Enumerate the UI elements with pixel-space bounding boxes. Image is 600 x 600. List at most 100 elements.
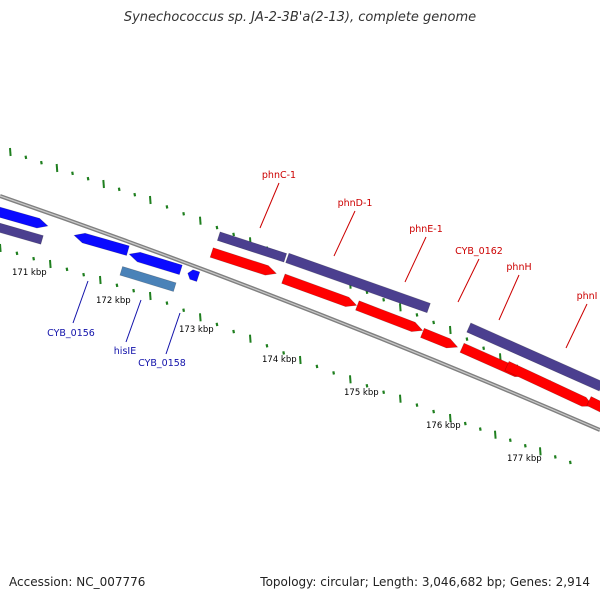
tick-mark [165,205,169,209]
tick-mark [182,211,186,216]
tick-mark [24,155,28,160]
tick-mark [165,301,169,305]
tick-mark [215,322,219,327]
tick-mark [399,303,402,312]
tick-mark [32,256,36,261]
tick-mark [117,187,121,192]
tick-mark [9,147,12,157]
tick-mark [365,383,369,388]
tick-mark [299,355,302,365]
tick-mark [86,176,90,181]
gene-label-leader [404,236,427,283]
tick-mark [115,283,119,288]
phnC-1-cds-bar[interactable] [216,231,288,263]
gene-label-forward[interactable]: phnH [506,262,531,273]
gene-label-forward[interactable]: phnD-1 [338,198,373,209]
phnI-gene-arrow[interactable] [504,360,595,410]
gene-label-forward[interactable]: phnE-1 [409,224,443,235]
next-gene-arrow[interactable] [586,396,600,414]
scale-labels: 171 kbp 172 kbp 173 kbp 174 kbp 175 kbp 176 k… [12,268,542,464]
tick-mark [482,346,486,351]
tick-mark [399,394,402,403]
tick-mark [382,297,386,302]
tick-mark [102,179,105,189]
CYB_0156-gene-arrow[interactable] [73,230,130,256]
tick-mark [133,192,137,197]
genome-summary: Topology: circular; Length: 3,046,682 bp… [260,575,590,589]
phnE-1-gene-arrow[interactable] [355,300,425,335]
scale-label: 171 kbp [12,268,47,278]
tick-mark [215,225,219,230]
tick-mark [199,216,202,225]
accession-value: NC_007776 [76,575,146,589]
gene-label-leader [457,258,480,303]
map-title: Synechococcus sp. JA-2-3B'a(2-13), compl… [123,10,477,25]
tick-mark [49,259,52,269]
tick-mark [432,409,436,414]
tick-mark [382,390,386,395]
gene-label-leader [72,280,89,324]
left-cds-bar[interactable] [0,221,44,245]
gene-label-forward[interactable]: phnI [577,291,598,302]
phnC-1-gene-arrow[interactable] [209,247,278,279]
topology-value: circular [320,575,365,589]
gene-label-leader [165,312,181,355]
tick-mark [249,334,252,343]
phnH-cds-bar[interactable] [466,322,600,392]
tick-mark [182,308,186,313]
left-gene-arrow[interactable] [0,204,49,231]
gene-label-reverse[interactable]: CYB_0158 [138,358,186,369]
length-label: Length: [372,575,419,589]
tick-mark [65,267,69,272]
tick-mark [332,371,336,375]
gene-label-leader [565,303,588,349]
genes-value: 2,914 [555,575,590,589]
tick-mark [99,275,102,285]
tick-mark [82,272,86,277]
tick-mark [199,313,202,322]
tick-mark [265,343,269,348]
gene-label-forward[interactable]: phnC-1 [262,170,296,181]
length-value: 3,046,682 bp [421,575,502,589]
scale-label: 175 kbp [344,388,379,398]
tick-mark [71,171,74,176]
genes-label: Genes: [509,575,552,589]
gene-label-reverse[interactable]: hisIE [114,346,136,357]
tick-mark [149,291,152,301]
tick-mark [432,320,436,325]
tick-mark [149,195,152,205]
scale-ticks [0,147,586,465]
phnD-1-gene-arrow[interactable] [281,273,359,310]
small-gene-arrow[interactable] [186,269,201,282]
accession-label: Accession: [9,575,73,589]
tick-mark [349,375,352,384]
gene-features[interactable] [0,204,600,414]
scale-label: 172 kbp [96,296,131,306]
gene-label-reverse[interactable]: CYB_0156 [47,328,95,339]
gene-label-leader [498,274,520,321]
backbone [0,194,600,432]
topology-label: Topology: [260,575,317,589]
tick-mark [539,447,542,456]
tick-mark [232,329,236,334]
scale-label: 173 kbp [179,325,214,335]
tick-mark [415,403,419,407]
hisIE-gene-arrow[interactable] [128,249,183,276]
gene-label-leader [259,182,280,229]
phnD-1-cds-bar[interactable] [285,252,431,314]
tick-mark [449,325,452,335]
gene-label-forward[interactable]: CYB_0162 [455,246,503,257]
tick-mark [494,430,497,439]
gene-label-leader [333,210,356,257]
tick-mark [415,313,419,317]
tick-mark [282,351,286,355]
tick-mark [232,232,236,237]
tick-mark [568,460,572,465]
CYB_0162-gene-arrow[interactable] [420,327,460,352]
tick-mark [478,427,482,431]
gene-label-leader [125,299,142,343]
tick-mark [463,421,467,426]
CYB_0158-bar[interactable] [119,266,177,292]
